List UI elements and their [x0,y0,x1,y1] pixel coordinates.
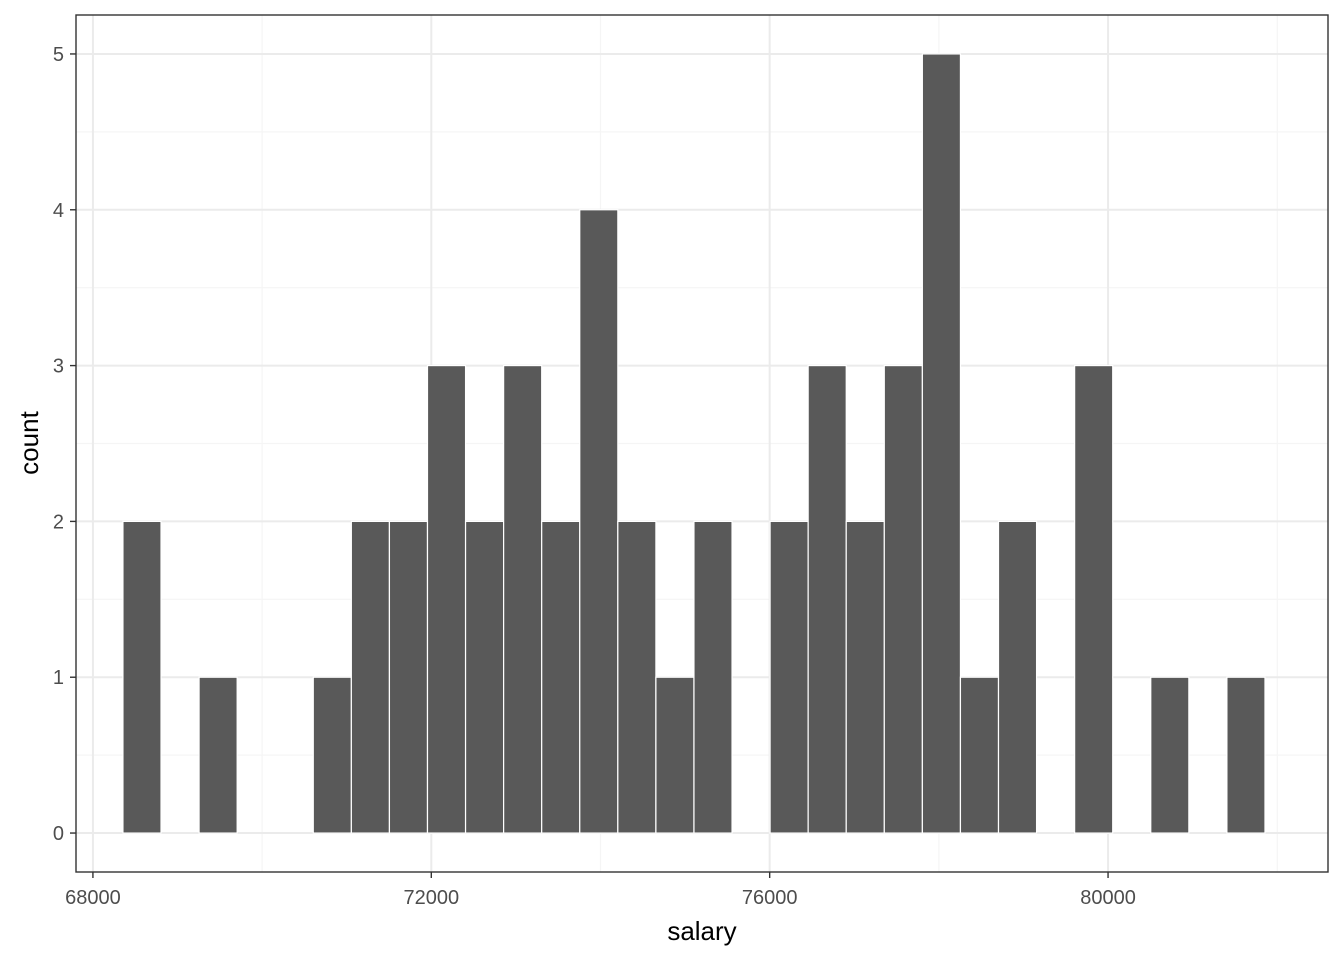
y-axis: 0 1 2 3 4 5 [53,44,76,845]
y-tick-label: 2 [53,511,64,533]
y-tick-label: 1 [53,667,64,689]
histogram-bar [845,520,885,834]
y-axis-title: count [14,410,44,474]
y-tick-label: 3 [53,356,64,378]
histogram-bar [579,209,619,834]
histogram-bar [997,520,1038,834]
histogram-bar [693,520,733,834]
y-tick-label: 4 [53,200,64,222]
histogram-bar [122,520,162,834]
x-tick-label: 80000 [1080,887,1136,909]
histogram-bar [1150,676,1190,834]
histogram-bar [921,53,962,834]
histogram-bar [426,364,467,834]
y-tick-label: 5 [53,44,64,66]
x-axis-title: salary [667,916,736,946]
x-axis: 68000 72000 76000 80000 [65,872,1136,909]
histogram-bar [388,520,429,834]
histogram-bar [807,364,847,834]
histogram-bar [541,520,581,834]
x-tick-label: 68000 [65,887,121,909]
histogram-bar [198,676,238,834]
histogram-bar [312,676,352,834]
panel-border [75,14,1329,873]
histogram-bar [769,520,809,834]
histogram-bar [350,520,391,834]
histogram-bar [1226,676,1266,834]
histogram-bar [959,676,1000,834]
y-tick-label: 0 [53,823,64,845]
histogram-bar [617,520,657,834]
histogram-bar [883,364,923,834]
histogram-bar [503,364,543,834]
histogram-bar [655,676,695,834]
histogram-bar [1074,364,1114,834]
x-tick-label: 76000 [742,887,798,909]
x-tick-label: 72000 [403,887,459,909]
histogram-bar [464,520,505,834]
histogram-bars [122,53,1266,834]
